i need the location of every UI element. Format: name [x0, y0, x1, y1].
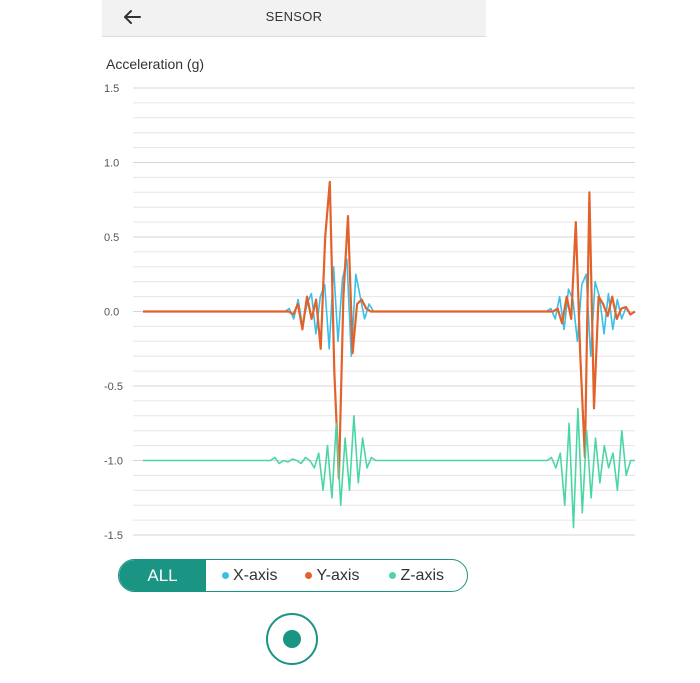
legend-z-axis-label: Z-axis: [400, 566, 444, 584]
legend-y-axis-label: Y-axis: [316, 566, 360, 584]
page-title: SENSOR: [265, 9, 323, 24]
acceleration-chart: 1.5 1.0 0.5 0.0 -0.5 -1.0 -1.5: [104, 83, 636, 542]
y-tick-label: 1.5: [104, 83, 119, 95]
back-button[interactable]: [120, 5, 144, 29]
y-axis-label: Acceleration (g): [106, 56, 205, 72]
arrow-left-icon: [124, 10, 141, 24]
z-axis-dot-icon: [389, 572, 397, 579]
legend-x-axis[interactable]: X-axis: [222, 567, 277, 585]
y-tick-label: -1.0: [104, 456, 123, 468]
legend-x-axis-label: X-axis: [233, 566, 278, 584]
y-axis-dot-icon: [305, 572, 313, 579]
record-button[interactable]: [266, 613, 318, 665]
axis-filter-legend: ALL X-axis Y-axis Z-axis: [118, 559, 468, 592]
y-tick-label: -0.5: [104, 381, 123, 393]
y-tick-label: 0.5: [104, 232, 119, 244]
y-tick-label: -1.5: [104, 530, 123, 542]
y-tick-label: 1.0: [104, 158, 119, 170]
all-filter-button[interactable]: ALL: [119, 560, 206, 591]
y-tick-label: 0.0: [104, 307, 119, 319]
legend-z-axis[interactable]: Z-axis: [389, 567, 444, 585]
x-axis-dot-icon: [222, 572, 229, 579]
legend-y-axis[interactable]: Y-axis: [305, 567, 359, 585]
record-icon: [283, 630, 301, 648]
app-bar: SENSOR: [102, 0, 486, 37]
series-line-y-axis: [143, 180, 636, 480]
series-line-z-axis: [143, 407, 635, 529]
